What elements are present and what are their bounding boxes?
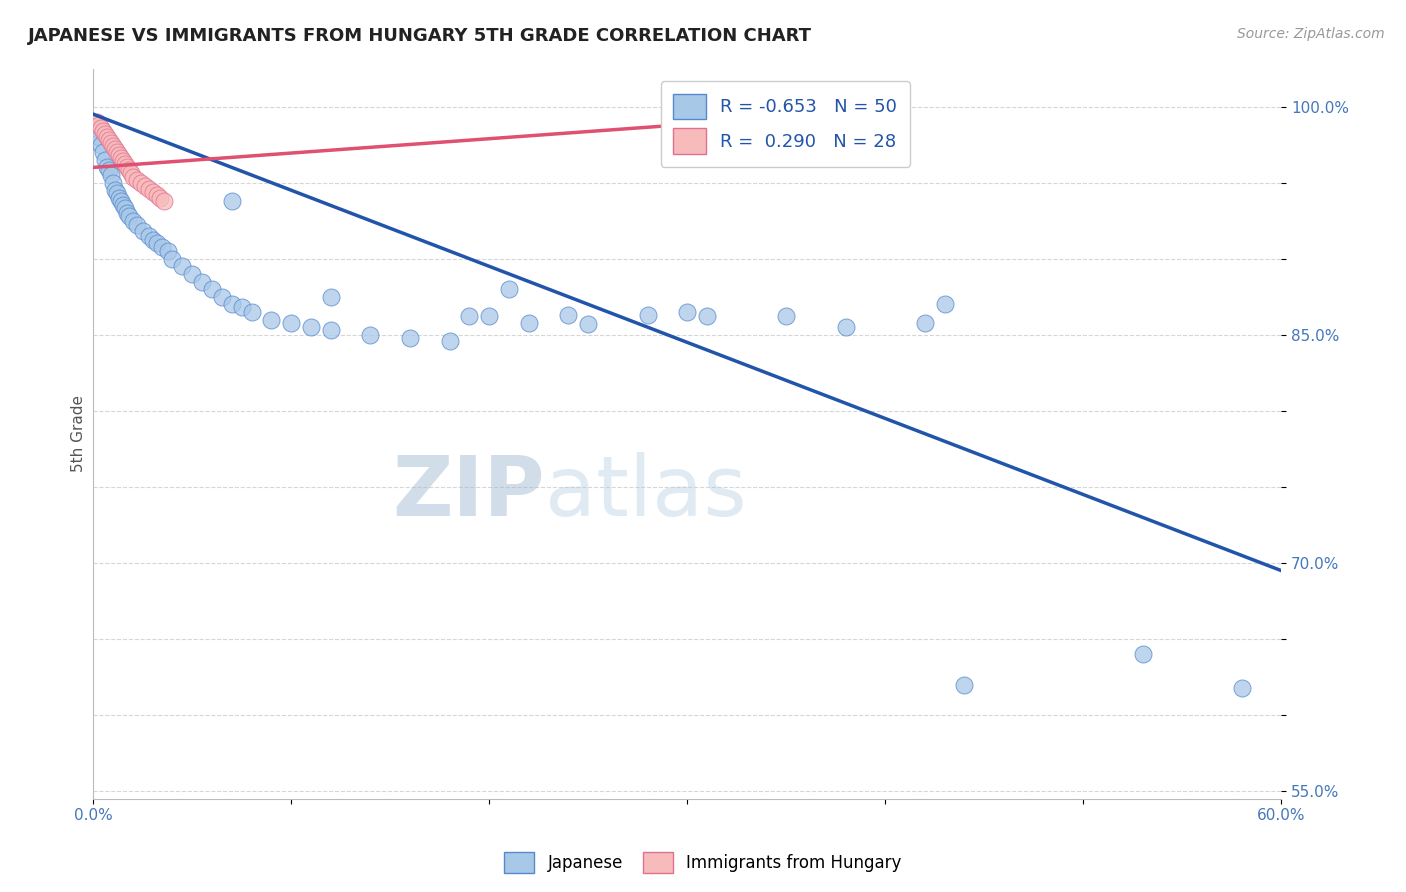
Point [118,209,141,223]
Point [111,154,134,169]
Point [98,133,121,147]
Point [478,310,501,324]
Point [121,213,143,227]
Point [201,282,224,296]
Point [108,148,131,162]
Point [319,290,342,304]
Point [129,176,152,190]
Point [142,185,165,199]
Point [637,308,659,322]
Point [108,191,131,205]
Point [439,334,461,348]
Point [319,323,342,337]
Point [115,161,138,175]
Point [221,297,243,311]
Legend: R = -0.653   N = 50, R =  0.290   N = 28: R = -0.653 N = 50, R = 0.290 N = 28 [661,81,910,167]
Point [149,191,172,205]
Point [138,228,160,243]
Point [100,136,122,150]
Point [100,168,122,182]
Point [145,236,167,251]
Point [89,118,111,132]
Legend: Japanese, Immigrants from Hungary: Japanese, Immigrants from Hungary [498,846,908,880]
Point [86,122,108,136]
Point [775,310,797,324]
Point [399,331,422,345]
Point [89,130,111,145]
Point [104,183,127,197]
Point [1230,681,1253,695]
Point [134,178,156,193]
Point [576,317,599,331]
Point [101,176,124,190]
Point [90,120,112,135]
Point [105,145,128,160]
Point [142,234,165,248]
Point [118,163,141,178]
Point [98,163,121,178]
Point [125,218,148,232]
Text: Source: ZipAtlas.com: Source: ZipAtlas.com [1237,27,1385,41]
Point [104,142,127,156]
Point [120,166,142,180]
Point [91,124,114,138]
Point [696,310,718,324]
Point [834,320,856,334]
Point [121,169,143,184]
Point [105,186,128,201]
Point [1132,647,1154,661]
Point [181,267,204,281]
Point [934,297,956,311]
Point [131,224,153,238]
Point [125,172,148,186]
Point [138,182,160,196]
Point [152,239,174,253]
Point [914,316,936,330]
Point [953,678,976,692]
Point [676,305,699,319]
Point [96,130,118,145]
Point [114,202,136,216]
Point [94,127,117,141]
Point [172,260,194,274]
Point [676,112,699,126]
Point [94,153,117,167]
Point [111,198,134,212]
Point [162,252,184,266]
Point [221,194,243,208]
Point [114,157,136,171]
Text: atlas: atlas [544,451,747,533]
Point [153,194,176,208]
Text: JAPANESE VS IMMIGRANTS FROM HUNGARY 5TH GRADE CORRELATION CHART: JAPANESE VS IMMIGRANTS FROM HUNGARY 5TH … [28,27,813,45]
Point [280,316,302,330]
Point [191,275,214,289]
Point [260,312,283,326]
Point [231,301,253,315]
Point [359,327,381,342]
Point [110,151,132,165]
Point [145,187,167,202]
Point [211,290,233,304]
Point [110,194,132,208]
Point [90,137,112,152]
Point [86,115,108,129]
Y-axis label: 5th Grade: 5th Grade [72,395,86,472]
Point [498,282,520,296]
Point [96,161,118,175]
Point [517,316,540,330]
Point [458,310,481,324]
Point [115,206,138,220]
Text: ZIP: ZIP [392,451,544,533]
Point [91,145,114,160]
Point [557,308,579,322]
Point [240,305,263,319]
Point [157,244,180,258]
Point [101,139,124,153]
Point [299,320,322,334]
